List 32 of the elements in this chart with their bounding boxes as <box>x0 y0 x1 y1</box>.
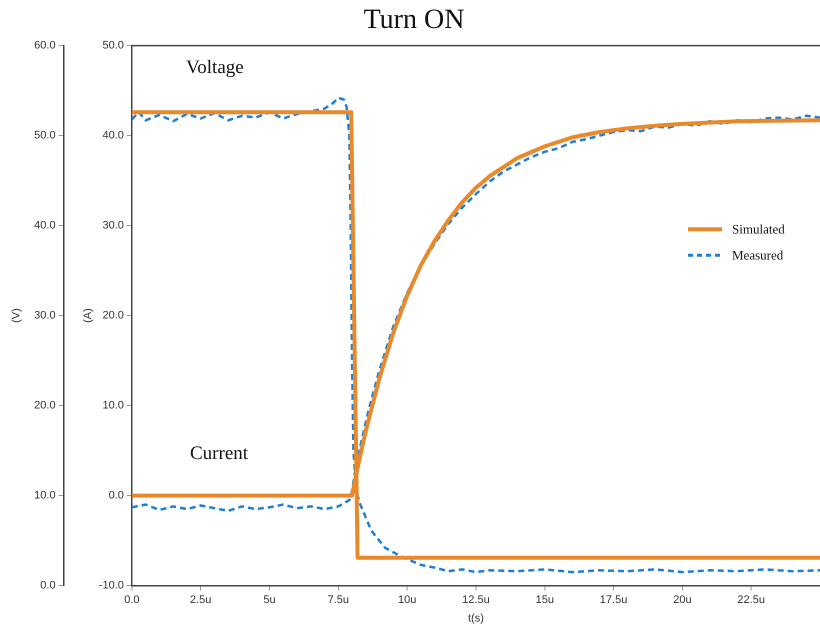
y2-tick-label: 30.0 <box>34 310 56 322</box>
y2-tick-label: 0.0 <box>40 580 56 592</box>
x-tick-label: 10u <box>398 594 416 606</box>
y2-tick-label: 40.0 <box>34 220 56 232</box>
x-tick-label: 12.5u <box>462 594 490 606</box>
x-tick-label: 15u <box>536 594 554 606</box>
x-tick-label: 20u <box>673 594 692 606</box>
y-tick-label: 30.0 <box>102 220 124 232</box>
x-tick-label: 22.5u <box>737 594 765 606</box>
y-axis-title: (A) <box>82 308 94 323</box>
y-tick-label: 10.0 <box>102 400 124 412</box>
x-tick-label: 2.5u <box>190 594 212 606</box>
y-tick-label: 0.0 <box>108 490 124 502</box>
x-tick-label: 5u <box>263 594 276 606</box>
chart-title: Turn ON <box>364 4 464 36</box>
annotation: Voltage <box>186 57 244 79</box>
x-tick-label: 0.0 <box>124 594 140 606</box>
y2-tick-label: 10.0 <box>34 490 56 502</box>
y2-tick-label: 60.0 <box>34 40 56 52</box>
y-tick-label: 40.0 <box>102 130 124 142</box>
annotation: Current <box>190 443 248 465</box>
y2-axis-title: (V) <box>10 308 23 323</box>
x-tick-label: 7.5u <box>328 594 350 606</box>
y2-tick-label: 20.0 <box>34 400 56 412</box>
legend-label: Simulated <box>732 222 786 237</box>
y-tick-label: 50.0 <box>102 40 124 52</box>
x-axis-title: t(s) <box>468 612 484 624</box>
y2-tick-label: 50.0 <box>34 130 56 142</box>
y-tick-label: -10.0 <box>98 580 124 592</box>
x-tick-label: 17.5u <box>600 594 628 606</box>
legend-label: Measured <box>732 248 784 263</box>
y-tick-label: 20.0 <box>102 310 124 322</box>
